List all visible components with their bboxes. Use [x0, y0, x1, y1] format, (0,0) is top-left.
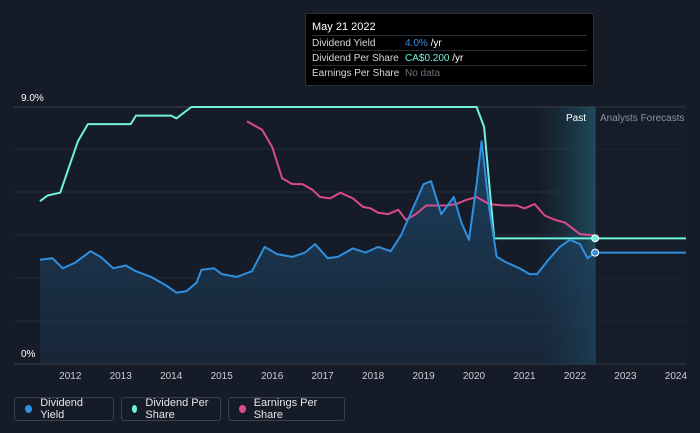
x-tick-label: 2017 [311, 371, 334, 382]
tooltip-value: No data [405, 68, 441, 79]
legend-label: Earnings Per Share [253, 397, 318, 421]
dividend-yield-area-fill [40, 141, 596, 364]
x-tick-label: 2024 [665, 371, 688, 382]
x-tick-label: 2015 [211, 371, 234, 382]
legend-dividend-per-share[interactable]: Dividend Per Share [121, 397, 221, 421]
legend-dot-icon [239, 405, 246, 413]
dividend-per-share-marker [591, 234, 600, 243]
forecast-band [595, 107, 686, 364]
forecast-lines [595, 237, 686, 254]
x-axis-ticks: 2012 2013 2014 2015 2016 2017 2018 2019 2020 2021… [59, 371, 687, 382]
tooltip-row-dividend-yield: Dividend Yield 4.0% /yr [312, 35, 587, 51]
x-tick-label: 2018 [362, 371, 385, 382]
forecast-region-label: Analysts Forecasts [600, 113, 684, 124]
chart-tooltip: May 21 2022 Dividend Yield 4.0% /yr Divi… [305, 13, 594, 86]
x-tick-label: 2021 [513, 371, 536, 382]
series-lines [39, 106, 596, 294]
tooltip-label: Dividend Yield [312, 38, 376, 49]
tooltip-label: Earnings Per Share [312, 68, 400, 79]
x-tick-label: 2013 [110, 371, 133, 382]
y-tick-label-bottom: 0% [21, 349, 36, 360]
x-tick-label: 2016 [261, 371, 284, 382]
legend-earnings-per-share[interactable]: Earnings Per Share [228, 397, 345, 421]
tooltip-row-dividend-per-share: Dividend Per Share CA$0.200 /yr [312, 50, 587, 66]
dividend-yield-marker [591, 248, 600, 257]
legend-dot-icon [132, 405, 138, 413]
past-region-label: Past [566, 113, 586, 124]
x-tick-label: 2019 [412, 371, 435, 382]
forecast-markers [591, 234, 600, 257]
dividend-yield-area [40, 141, 596, 364]
legend-dividend-yield[interactable]: Dividend Yield [14, 397, 114, 421]
dividend-yield-line [39, 140, 596, 294]
legend-label: Dividend Per Share [145, 397, 209, 421]
tooltip-label: Dividend Per Share [312, 53, 399, 64]
earnings-per-share-line [246, 120, 596, 237]
x-tick-label: 2020 [463, 371, 486, 382]
tooltip-value: 4.0% /yr [405, 38, 442, 49]
tooltip-row-earnings-per-share: Earnings Per Share No data [312, 65, 587, 81]
x-tick-label: 2023 [614, 371, 637, 382]
x-tick-label: 2014 [160, 371, 183, 382]
y-tick-label-top: 9.0% [21, 93, 44, 104]
tooltip-value: CA$0.200 /yr [405, 53, 464, 64]
tooltip-date: May 21 2022 [312, 21, 376, 33]
x-tick-label: 2012 [59, 371, 82, 382]
x-tick-label: 2022 [564, 371, 587, 382]
legend-label: Dividend Yield [40, 397, 84, 421]
legend-dot-icon [25, 405, 33, 413]
dividend-per-share-line [39, 106, 596, 240]
